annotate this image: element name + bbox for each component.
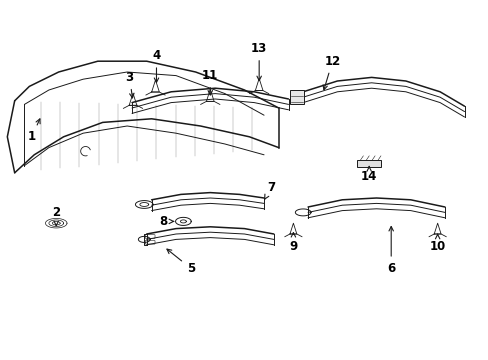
FancyBboxPatch shape	[290, 90, 304, 104]
Text: 5: 5	[166, 249, 194, 275]
Text: 3: 3	[125, 71, 134, 98]
Text: 7: 7	[264, 181, 275, 199]
Text: 6: 6	[386, 226, 394, 275]
Text: 4: 4	[152, 49, 160, 82]
FancyBboxPatch shape	[356, 160, 381, 167]
Text: 14: 14	[360, 167, 377, 183]
Text: 11: 11	[202, 69, 218, 95]
Text: 10: 10	[428, 234, 445, 253]
Text: 2: 2	[52, 206, 60, 226]
Text: 9: 9	[289, 233, 297, 253]
Text: 1: 1	[28, 119, 40, 143]
Text: 8: 8	[160, 215, 173, 228]
Text: 12: 12	[323, 55, 340, 90]
Text: 13: 13	[250, 42, 267, 81]
